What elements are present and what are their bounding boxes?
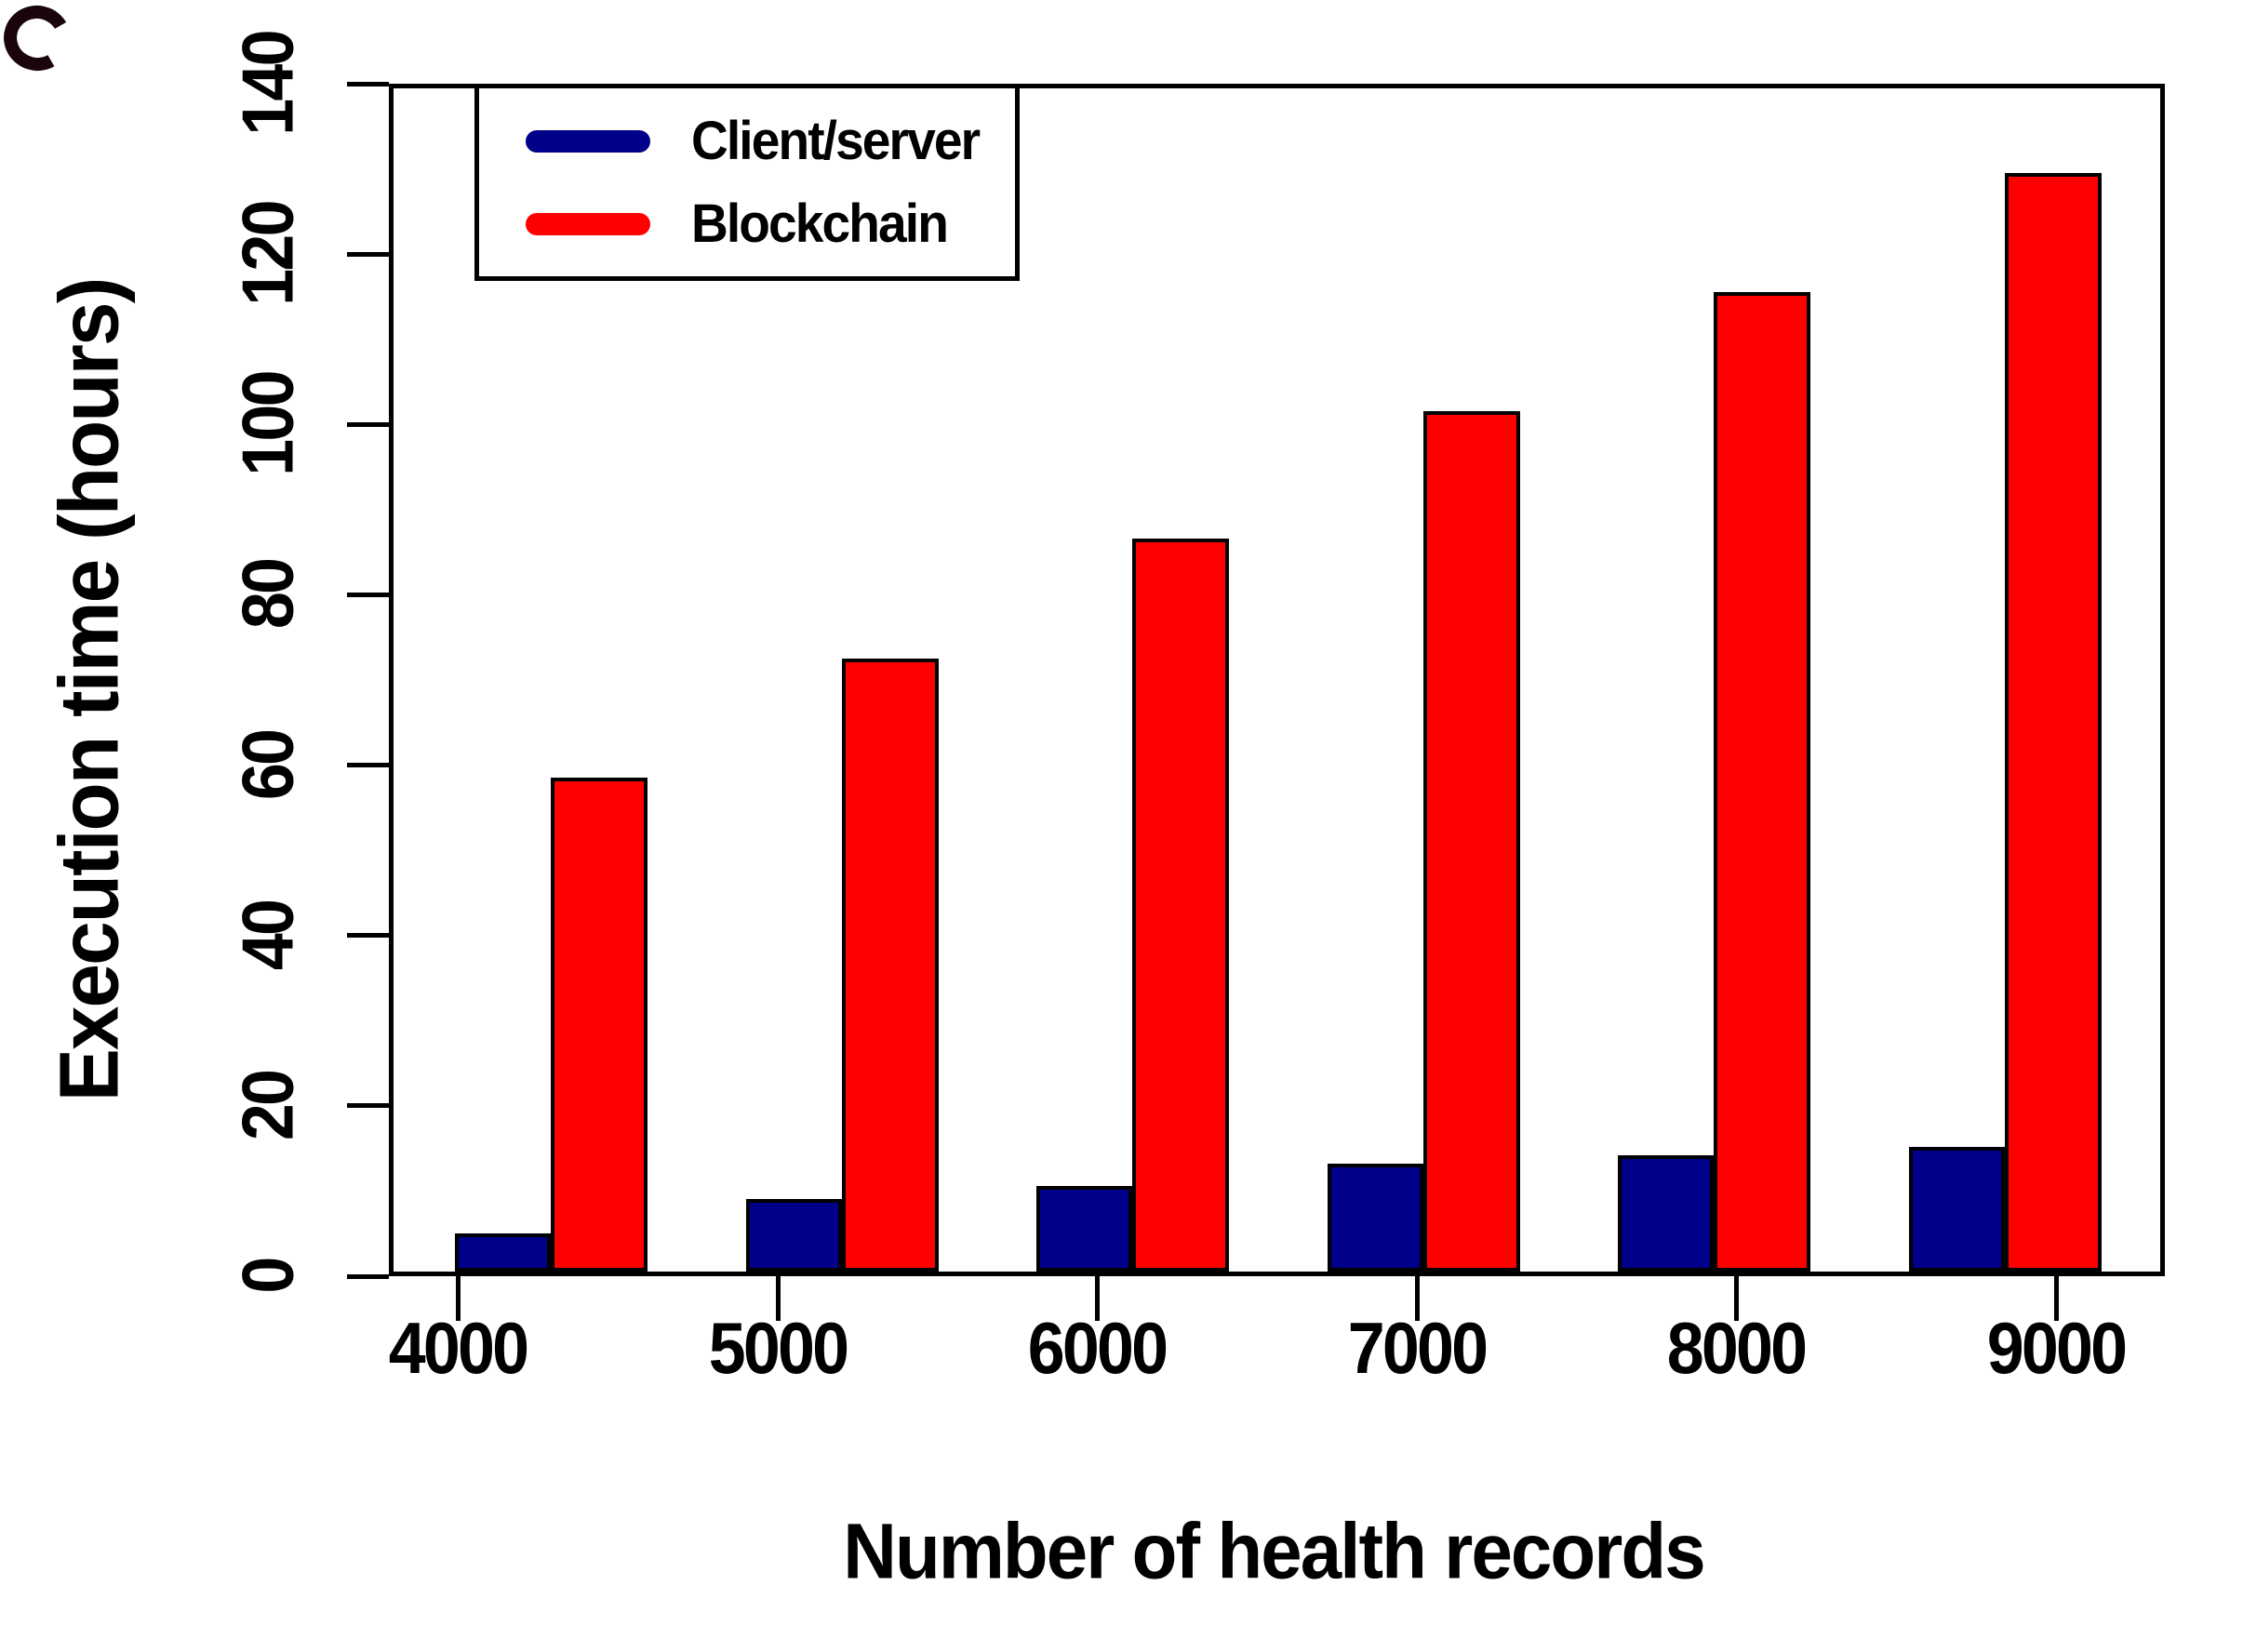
y-tick-60 [347,763,389,768]
y-tick-40 [347,933,389,939]
bar-client-server-6000 [1036,1186,1133,1272]
bar-blockchain-5000 [841,659,939,1272]
x-tick-5000 [775,1276,781,1321]
x-tick-label-9000: 9000 [1986,1307,2128,1389]
bar-client-server-8000 [1618,1155,1715,1272]
y-tick-80 [347,592,389,597]
legend-swatch-icon [526,129,650,153]
bar-client-server-5000 [745,1199,842,1272]
legend-item-client-server: Client/server [526,110,1015,172]
y-tick-label-20: 20 [226,1071,309,1140]
cropped-glyph-artifact [0,0,78,79]
bar-blockchain-6000 [1132,539,1230,1272]
y-axis-title: Execution time (hours) [43,278,137,1102]
bar-blockchain-4000 [551,778,648,1272]
bar-client-server-4000 [455,1233,551,1272]
x-tick-label-5000: 5000 [708,1307,848,1389]
bar-blockchain-7000 [1422,411,1520,1272]
x-tick-8000 [1734,1276,1740,1321]
bar-client-server-9000 [1909,1147,2005,1272]
y-tick-label-120: 120 [226,202,309,306]
legend-box: Client/server Blockchain [474,84,1020,281]
plot-area [389,84,2165,1276]
y-tick-label-60: 60 [226,730,309,800]
x-tick-7000 [1414,1276,1420,1321]
x-tick-6000 [1095,1276,1101,1321]
y-tick-20 [347,1103,389,1109]
bar-client-server-7000 [1327,1164,1423,1272]
legend-label: Blockchain [691,193,949,254]
y-tick-0 [347,1273,389,1279]
x-tick-4000 [456,1276,461,1321]
x-tick-label-8000: 8000 [1667,1307,1808,1389]
y-tick-100 [347,421,389,427]
y-tick-label-0: 0 [226,1259,309,1294]
legend-label: Client/server [691,111,981,171]
x-axis-title: Number of health records [843,1507,1705,1595]
bar-blockchain-8000 [1714,292,1811,1272]
y-tick-label-140: 140 [226,32,309,136]
y-tick-label-100: 100 [226,372,309,477]
y-tick-label-40: 40 [226,900,309,970]
x-tick-9000 [2054,1276,2059,1321]
legend-swatch-icon [526,212,650,235]
y-tick-120 [347,251,389,257]
x-tick-label-7000: 7000 [1347,1307,1488,1389]
y-tick-140 [347,81,389,87]
legend-item-blockchain: Blockchain [526,193,1015,255]
y-tick-label-80: 80 [226,560,309,630]
x-tick-label-4000: 4000 [388,1307,529,1389]
x-tick-label-6000: 6000 [1027,1307,1168,1389]
bar-blockchain-9000 [2005,173,2102,1272]
